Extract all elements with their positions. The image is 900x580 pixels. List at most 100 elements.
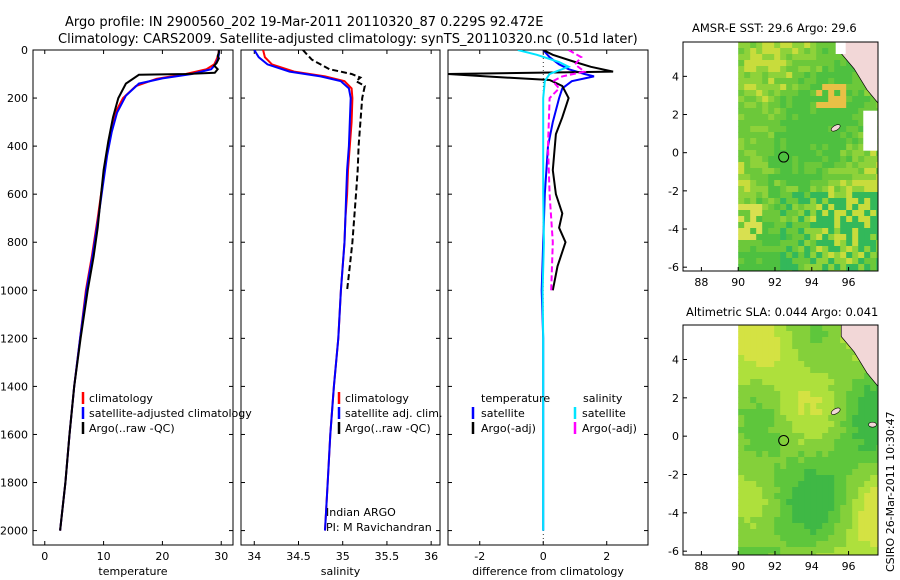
map-cell (762, 403, 769, 410)
map-cell (828, 325, 835, 332)
map-cell (750, 204, 757, 211)
map-cell (780, 493, 787, 500)
map-cell (816, 475, 823, 482)
map-cell (786, 367, 793, 374)
map-cell (876, 481, 878, 488)
map-cell (792, 505, 799, 512)
map-cell (792, 138, 799, 145)
map-cell (834, 168, 841, 175)
map-cell (738, 204, 745, 211)
map-cell (738, 349, 745, 356)
map-cell (792, 535, 799, 542)
map-cell (810, 499, 817, 506)
map-cell (738, 156, 745, 163)
map-cell (864, 505, 871, 512)
map-cell (786, 66, 793, 73)
map-cell (798, 523, 805, 530)
map-cell (822, 529, 829, 536)
map-cell (828, 553, 835, 555)
map-cell (822, 361, 829, 368)
map-cell (864, 96, 871, 103)
map-cell (810, 240, 817, 247)
map-cell (876, 415, 878, 422)
map-cell (804, 451, 811, 458)
map-cell (870, 162, 877, 169)
map-cell (846, 168, 853, 175)
map-cell (750, 162, 757, 169)
map-cell (756, 493, 763, 500)
map-cell (756, 469, 763, 476)
map-cell (834, 337, 841, 344)
map-cell (822, 379, 829, 386)
map-cell (870, 415, 877, 422)
map-cell (738, 373, 745, 380)
map-cell (780, 174, 787, 181)
map-cell (792, 144, 799, 151)
map-cell (864, 433, 871, 440)
map-cell (858, 126, 865, 133)
map-cell (858, 463, 865, 470)
map-cell (786, 325, 793, 332)
map-cell (816, 144, 823, 151)
map-cell (852, 240, 859, 247)
map-cell (834, 78, 841, 85)
map-cell (738, 541, 745, 548)
map-cell (792, 553, 799, 555)
map-cell (816, 258, 823, 265)
map-cell (834, 222, 841, 229)
map-cell (858, 529, 865, 536)
map-cell (762, 90, 769, 97)
map-cell (774, 66, 781, 73)
map-cell (810, 114, 817, 121)
map-cell (798, 60, 805, 67)
map-cell (774, 355, 781, 362)
map-cell (780, 228, 787, 235)
map-cell (840, 144, 847, 151)
map-cell (750, 198, 757, 205)
map-cell (780, 541, 787, 548)
map-cell (876, 216, 878, 223)
map-cell (750, 252, 757, 259)
map-cell (828, 78, 835, 85)
map-cell (804, 469, 811, 476)
map-cell (810, 162, 817, 169)
map-cell (834, 234, 841, 241)
map-cell (828, 210, 835, 217)
map-cell (864, 246, 871, 253)
map-cell (738, 180, 745, 187)
map-cell (840, 132, 847, 139)
map-cell (744, 391, 751, 398)
missing-data-patch (863, 110, 878, 151)
map-cell (750, 349, 757, 356)
map-cell (846, 84, 853, 91)
map-cell (810, 553, 817, 555)
map-cell (750, 102, 757, 109)
map-cell (804, 475, 811, 482)
map-cell (756, 325, 763, 332)
map-cell (786, 331, 793, 338)
map-cell (744, 108, 751, 115)
map-cell (804, 222, 811, 229)
map-cell (804, 84, 811, 91)
map-cell (750, 186, 757, 193)
map-cell (804, 66, 811, 73)
map-cell (828, 54, 835, 61)
map-cell (816, 403, 823, 410)
map-cell (798, 84, 805, 91)
map-cell (774, 84, 781, 91)
map-cell (858, 439, 865, 446)
map-cell (834, 108, 841, 115)
map-cell (840, 367, 847, 374)
x-tick-label: 34.5 (286, 550, 311, 563)
map-cell (840, 337, 847, 344)
map-cell (876, 469, 878, 476)
map-cell (816, 216, 823, 223)
y-tick-label: 1800 (0, 477, 28, 490)
map-cell (846, 210, 853, 217)
x-tick-label: 30 (214, 550, 228, 563)
map-cell (768, 457, 775, 464)
map-cell (840, 535, 847, 542)
map-cell (810, 84, 817, 91)
map-cell (774, 204, 781, 211)
map-cell (774, 174, 781, 181)
